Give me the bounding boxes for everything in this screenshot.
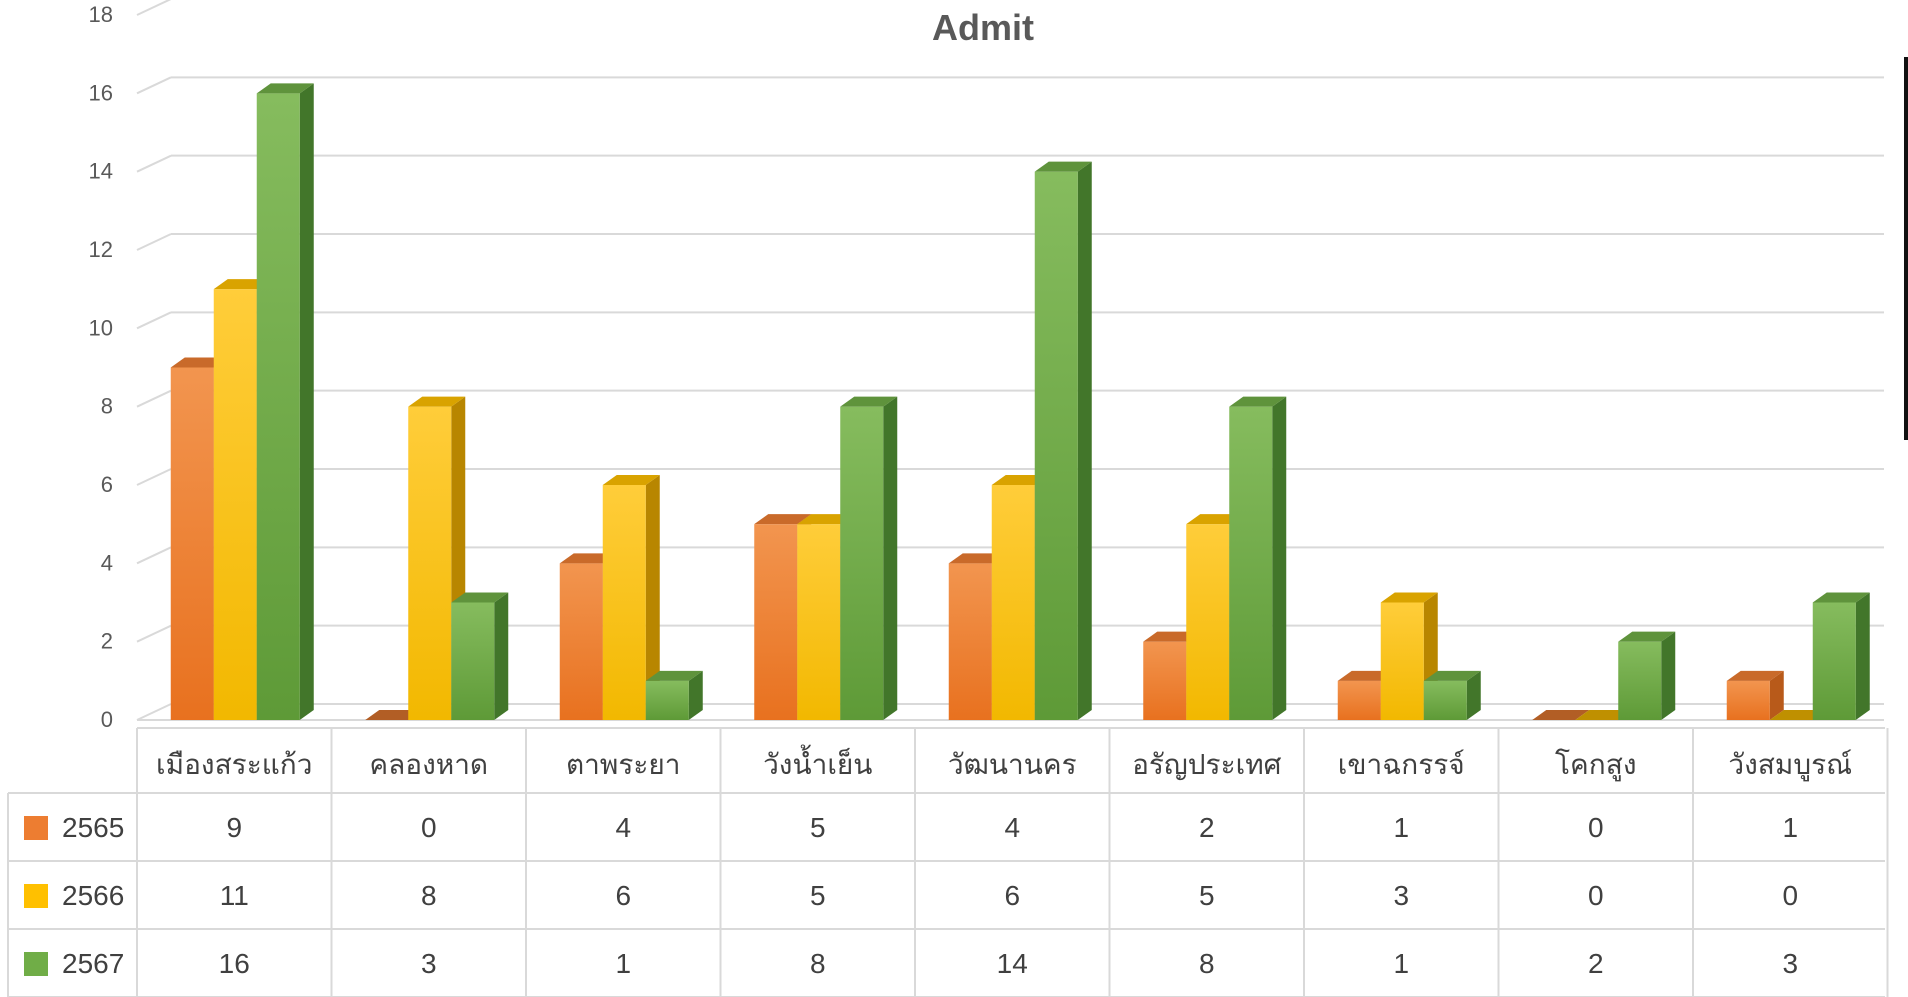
data-label: 0 xyxy=(1588,880,1604,911)
y-tick-label: 8 xyxy=(101,394,113,419)
data-label: 6 xyxy=(1004,880,1020,911)
y-tick-label: 4 xyxy=(101,550,113,575)
data-label: 0 xyxy=(421,812,437,843)
data-label: 6 xyxy=(615,880,631,911)
y-tick-label: 14 xyxy=(89,159,113,184)
data-label: 8 xyxy=(810,948,826,979)
category-label: โคกสูง xyxy=(1555,748,1636,782)
series-label: 2565 xyxy=(62,812,124,843)
data-label: 9 xyxy=(226,812,242,843)
data-label: 1 xyxy=(615,948,631,979)
bar-2567-7 xyxy=(1618,631,1676,720)
series-label: 2566 xyxy=(62,880,124,911)
bar-2567-2 xyxy=(645,670,703,720)
data-label: 3 xyxy=(1393,880,1409,911)
data-label: 11 xyxy=(220,880,249,911)
chart-title: Admit xyxy=(932,7,1034,48)
category-label: วัฒนานคร xyxy=(948,748,1077,781)
bar-2567-6 xyxy=(1423,670,1481,720)
data-label: 5 xyxy=(1199,880,1215,911)
y-tick-label: 0 xyxy=(101,707,113,732)
data-table: เมืองสระแก้ว คลองหาด ตาพระยา วังน้ำเย็น วัฒน… xyxy=(7,727,1889,997)
category-label: คลองหาด xyxy=(369,748,488,781)
series-label: 2567 xyxy=(62,948,124,979)
data-label: 0 xyxy=(1782,880,1798,911)
category-label: เขาฉกรรจ์ xyxy=(1338,748,1465,781)
data-label: 4 xyxy=(1004,812,1020,843)
category-label: ตาพระยา xyxy=(566,748,681,781)
data-label: 1 xyxy=(1782,812,1798,843)
bar-2565-1 xyxy=(365,710,423,720)
bar-2567-1 xyxy=(451,592,509,720)
category-label: อรัญประเทศ xyxy=(1132,748,1282,781)
category-label: เมืองสระแก้ว xyxy=(156,748,312,781)
bar-2567-5 xyxy=(1229,396,1287,720)
data-label: 3 xyxy=(1782,948,1798,979)
data-label: 2 xyxy=(1588,948,1604,979)
data-label: 16 xyxy=(219,948,250,979)
y-tick-label: 16 xyxy=(89,80,113,105)
bar-2565-8 xyxy=(1726,670,1784,720)
y-tick-label: 2 xyxy=(101,629,113,654)
data-label: 8 xyxy=(1199,948,1215,979)
legend-key-2566 xyxy=(24,884,48,908)
bar-2567-0 xyxy=(256,83,314,721)
data-label: 5 xyxy=(810,880,826,911)
y-tick-label: 18 xyxy=(89,2,113,27)
legend-key-2567 xyxy=(24,952,48,976)
bar-2565-7 xyxy=(1532,710,1590,720)
category-label: วังสมบูรณ์ xyxy=(1728,748,1852,782)
data-label: 14 xyxy=(997,948,1028,979)
data-label: 5 xyxy=(810,812,826,843)
data-label: 1 xyxy=(1393,812,1409,843)
y-tick-label: 10 xyxy=(89,315,113,340)
bar-2566-8 xyxy=(1769,710,1827,720)
data-label: 4 xyxy=(615,812,631,843)
data-label: 3 xyxy=(421,948,437,979)
y-tick-label: 6 xyxy=(101,472,113,497)
bar-2566-2 xyxy=(602,475,660,720)
data-label: 8 xyxy=(421,880,437,911)
data-label: 2 xyxy=(1199,812,1215,843)
y-axis-ticks: 0 2 4 6 8 10 12 14 16 18 xyxy=(89,2,113,732)
bar-2566-7 xyxy=(1575,710,1633,720)
frame-edge xyxy=(1904,57,1908,440)
bars xyxy=(170,83,1870,721)
bar-2567-3 xyxy=(840,396,898,720)
data-label: 0 xyxy=(1588,812,1604,843)
legend-key-2565 xyxy=(24,816,48,840)
y-tick-label: 12 xyxy=(89,237,113,262)
category-label: วังน้ำเย็น xyxy=(763,744,872,781)
data-label: 1 xyxy=(1393,948,1409,979)
bar-2567-4 xyxy=(1034,161,1092,720)
bar-2567-8 xyxy=(1812,592,1870,720)
